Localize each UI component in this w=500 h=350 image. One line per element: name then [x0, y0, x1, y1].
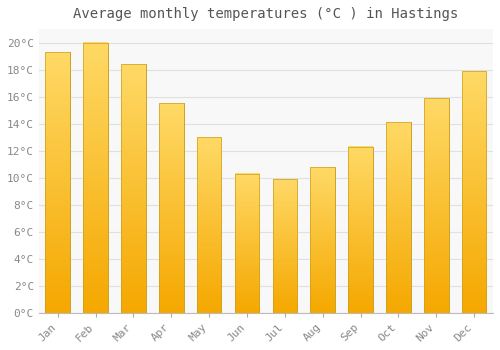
Bar: [234, 174, 260, 313]
Bar: [272, 179, 297, 313]
Bar: [121, 64, 146, 313]
Bar: [348, 147, 373, 313]
Bar: [121, 64, 146, 313]
Bar: [386, 122, 410, 313]
Bar: [462, 71, 486, 313]
Bar: [348, 147, 373, 313]
Bar: [462, 71, 486, 313]
Bar: [234, 174, 260, 313]
Bar: [386, 122, 410, 313]
Bar: [310, 167, 335, 313]
Bar: [197, 137, 222, 313]
Bar: [84, 43, 108, 313]
Bar: [84, 43, 108, 313]
Bar: [197, 137, 222, 313]
Bar: [272, 179, 297, 313]
Bar: [159, 103, 184, 313]
Bar: [46, 52, 70, 313]
Bar: [310, 167, 335, 313]
Bar: [424, 98, 448, 313]
Bar: [159, 103, 184, 313]
Bar: [46, 52, 70, 313]
Title: Average monthly temperatures (°C ) in Hastings: Average monthly temperatures (°C ) in Ha…: [74, 7, 458, 21]
Bar: [424, 98, 448, 313]
